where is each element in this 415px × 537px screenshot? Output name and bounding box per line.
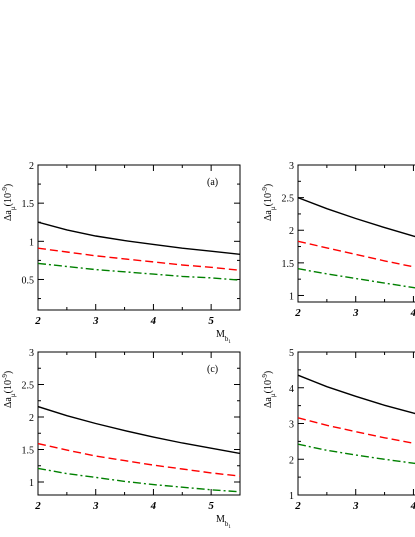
x-tick-label: 2 bbox=[34, 500, 41, 512]
y-tick-label: 2.5 bbox=[22, 381, 35, 392]
series-line-solid bbox=[38, 221, 240, 255]
series-line-dashed bbox=[38, 247, 240, 271]
x-tick-label: 5 bbox=[208, 500, 214, 512]
y-tick-label: 1.5 bbox=[282, 259, 295, 270]
chart-panel-2: 2 3 4 5 1 1.5 2 2.5 3 (c) Δaμ(10-9) Mb1 bbox=[1, 348, 241, 530]
x-axis-label: Mb1 bbox=[216, 514, 231, 530]
y-axis-label: Δaμ(10-9) bbox=[261, 371, 277, 408]
x-axis-label: Mb1 bbox=[216, 329, 231, 345]
y-tick-label: 3 bbox=[289, 161, 294, 172]
x-tick-label: 2 bbox=[294, 307, 301, 319]
plot-frame bbox=[37, 164, 241, 311]
y-axis-label: Δaμ(10-9) bbox=[1, 184, 17, 221]
x-tick-label: 4 bbox=[150, 315, 157, 327]
panel-label: (c) bbox=[207, 364, 218, 375]
y-tick-label: 4 bbox=[289, 384, 294, 395]
x-tick-label: 3 bbox=[352, 500, 359, 512]
x-tick-label: 4 bbox=[150, 500, 157, 512]
y-tick-label: 5 bbox=[289, 348, 294, 359]
series-line-dashed bbox=[38, 442, 240, 477]
chart-panel-1: 2 3 4 1 1.5 2 2.5 3 Δaμ(10-9) bbox=[261, 161, 415, 319]
y-axis-label: Δaμ(10-9) bbox=[1, 371, 17, 408]
series-line-dashdot bbox=[298, 268, 415, 289]
x-tick-label: 3 bbox=[92, 500, 99, 512]
y-tick-label: 1 bbox=[29, 237, 34, 248]
y-tick-label: 2 bbox=[29, 161, 34, 172]
panel-label: (a) bbox=[207, 177, 218, 188]
y-tick-label: 1 bbox=[29, 478, 34, 489]
y-tick-label: 2.5 bbox=[282, 194, 295, 205]
series-line-dashdot bbox=[38, 467, 240, 493]
x-tick-label: 2 bbox=[34, 315, 41, 327]
y-tick-label: 1 bbox=[289, 491, 294, 502]
series-line-solid bbox=[298, 374, 415, 415]
y-tick-label: 1.5 bbox=[22, 446, 35, 457]
y-tick-label: 3 bbox=[289, 420, 294, 431]
y-tick-label: 0.5 bbox=[22, 275, 35, 286]
x-tick-label: 3 bbox=[92, 315, 99, 327]
x-tick-label: 4 bbox=[410, 307, 415, 319]
series-line-solid bbox=[38, 405, 240, 455]
y-tick-label: 1.5 bbox=[22, 199, 35, 210]
x-tick-label: 2 bbox=[294, 500, 301, 512]
series-line-dashed bbox=[298, 417, 415, 445]
y-tick-label: 3 bbox=[29, 348, 34, 359]
x-tick-label: 4 bbox=[410, 500, 415, 512]
y-tick-label: 1 bbox=[289, 291, 294, 302]
y-tick-label: 2 bbox=[289, 455, 294, 466]
series-line-dashdot bbox=[298, 443, 415, 465]
y-axis-label: Δaμ(10-9) bbox=[261, 184, 277, 221]
chart-panel-3: 23412345Δaμ(10-9) bbox=[261, 348, 415, 512]
plot-frame bbox=[297, 164, 415, 303]
series-line-dashdot bbox=[38, 262, 240, 281]
plot-frame bbox=[37, 351, 241, 496]
y-tick-label: 2 bbox=[289, 226, 294, 237]
plot-frame bbox=[297, 351, 415, 496]
y-tick-label: 2 bbox=[29, 413, 34, 424]
chart-panel-0: 2 3 4 5 0.5 1 1.5 2 (a) Δaμ(10-9) Mb1 bbox=[1, 161, 241, 345]
series-line-dashed bbox=[298, 240, 415, 268]
x-tick-label: 3 bbox=[352, 307, 359, 319]
x-tick-label: 5 bbox=[208, 315, 214, 327]
series-line-solid bbox=[298, 196, 415, 238]
